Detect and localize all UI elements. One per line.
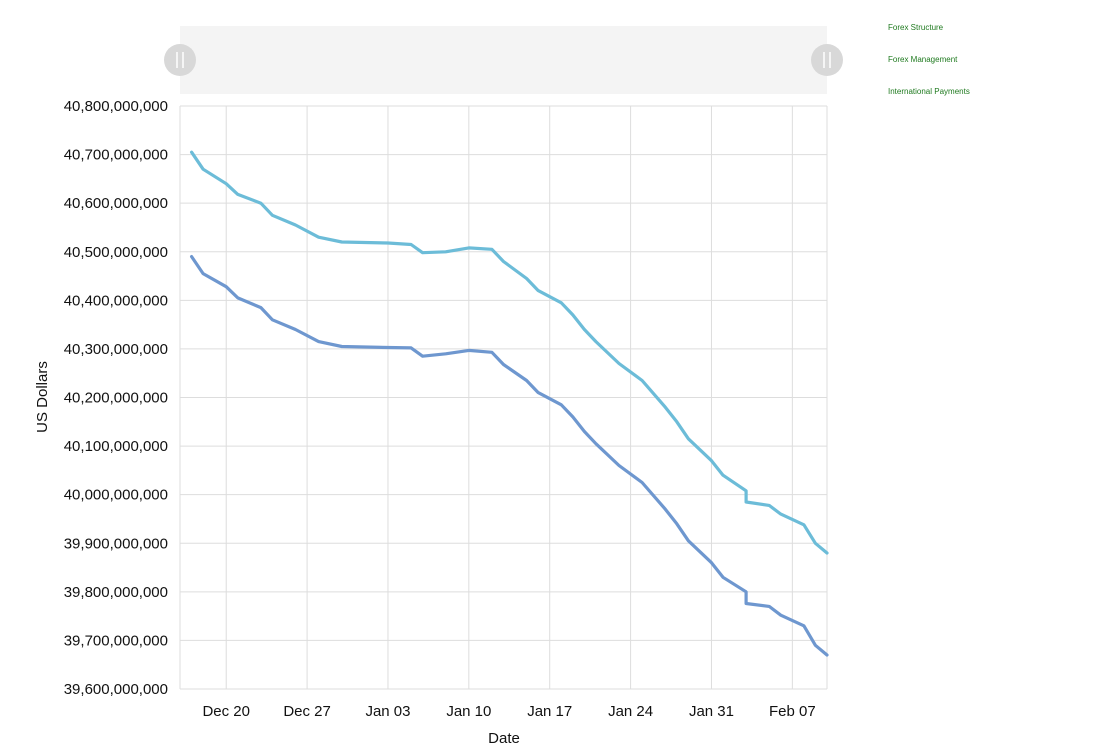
- x-tick-label: Feb 07: [769, 703, 816, 720]
- y-tick-label: 40,100,000,000: [64, 438, 168, 455]
- y-axis: 40,800,000,000 40,700,000,000 40,600,000,0…: [64, 98, 168, 698]
- series-line-2[interactable]: [190, 255, 829, 657]
- y-tick-label: 40,500,000,000: [64, 244, 168, 261]
- legend: Forex Structure Forex Management Interna…: [888, 18, 970, 114]
- navigator-right-handle[interactable]: [811, 44, 843, 76]
- y-tick-label: 40,000,000,000: [64, 487, 168, 504]
- x-tick-label: Jan 31: [689, 703, 734, 720]
- y-tick-label: 39,700,000,000: [64, 632, 168, 649]
- y-axis-title: US Dollars: [34, 361, 51, 433]
- x-axis: Dec 20 Dec 27 Jan 03 Jan 10 Jan 17 Jan 24 Jan …: [202, 703, 815, 720]
- y-tick-label: 40,700,000,000: [64, 147, 168, 164]
- y-tick-label: 40,300,000,000: [64, 341, 168, 358]
- x-tick-label: Dec 27: [283, 703, 331, 720]
- x-tick-label: Jan 10: [446, 703, 491, 720]
- y-tick-label: 39,900,000,000: [64, 535, 168, 552]
- grid: [179, 105, 828, 690]
- x-tick-label: Jan 03: [365, 703, 410, 720]
- legend-item-forex-management[interactable]: Forex Management: [888, 55, 958, 64]
- x-axis-title: Date: [488, 730, 520, 747]
- y-tick-label: 40,800,000,000: [64, 98, 168, 115]
- range-navigator[interactable]: [164, 26, 843, 94]
- x-tick-label: Dec 20: [202, 703, 250, 720]
- navigator-left-handle[interactable]: [164, 44, 196, 76]
- y-tick-label: 39,600,000,000: [64, 681, 168, 698]
- y-tick-label: 40,600,000,000: [64, 195, 168, 212]
- series-layer: [190, 150, 829, 657]
- legend-item-international-payments[interactable]: International Payments: [888, 87, 970, 96]
- x-tick-label: Jan 24: [608, 703, 653, 720]
- series-line-1[interactable]: [190, 150, 829, 555]
- y-tick-label: 39,800,000,000: [64, 584, 168, 601]
- x-tick-label: Jan 17: [527, 703, 572, 720]
- navigator-background: [180, 26, 827, 94]
- y-tick-label: 40,400,000,000: [64, 292, 168, 309]
- y-tick-label: 40,200,000,000: [64, 390, 168, 407]
- legend-item-forex-structure[interactable]: Forex Structure: [888, 23, 944, 32]
